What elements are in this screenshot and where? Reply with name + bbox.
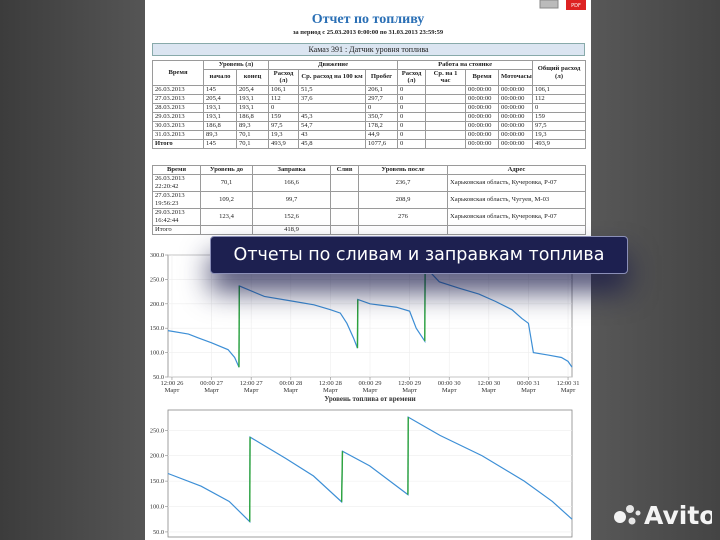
logo-dot bbox=[614, 511, 626, 523]
promo-banner: Отчеты по сливам и заправкам топлива bbox=[210, 236, 628, 274]
y-tick-label: 100.0 bbox=[150, 504, 164, 511]
x-tick-label: 12:00 29 Март bbox=[398, 380, 422, 394]
table-caption: Камаз 391 : Датчик уровня топлива bbox=[152, 43, 585, 56]
header-cell: Время bbox=[465, 68, 500, 86]
plot-area bbox=[167, 409, 573, 538]
table-cell: 493,9 bbox=[532, 138, 587, 149]
report-title: Отчет по топливу bbox=[311, 12, 425, 27]
toolbar: PDF bbox=[539, 0, 586, 10]
table-row: 26.03.2013 22:20:42 70,1 166,6 236,7 Харьков… bbox=[152, 173, 586, 192]
table-row: 30.03.2013 186,8 89,3 97,5 54,7 178,2 0 00:00:0… bbox=[152, 120, 587, 131]
header-cell: конец bbox=[236, 68, 269, 86]
report-period: за период с 25.03.2013 0:00:00 по 31.03.… bbox=[292, 29, 444, 36]
header-cell: Моточасы bbox=[498, 68, 534, 86]
table-row: 26.03.2013 145 205,4 106,1 51,5 206,1 0 00:00:0… bbox=[152, 84, 587, 95]
pdf-label: PDF bbox=[571, 3, 581, 9]
pdf-icon[interactable] bbox=[566, 0, 586, 10]
table-row: 27.03.2013 19:56:23 109,2 99,7 208,9 Харьков… bbox=[152, 190, 586, 209]
table-body: 26.03.2013 22:20:42 70,1 166,6 236,7 Харьков… bbox=[152, 173, 586, 235]
y-tick-label: 200.0 bbox=[150, 453, 164, 460]
table-cell bbox=[447, 224, 586, 235]
logo-dot bbox=[628, 517, 636, 525]
logo: Avito bbox=[614, 501, 712, 530]
logo-dot bbox=[635, 510, 641, 516]
table-cell: 1077,6 bbox=[364, 138, 399, 149]
x-tick-label: 12:00 28 Март bbox=[318, 380, 342, 394]
y-tick-label: 150.0 bbox=[150, 478, 164, 485]
y-tick-label: 50.0 bbox=[153, 374, 164, 381]
y-tick-label: 50.0 bbox=[153, 529, 164, 536]
series-line bbox=[167, 265, 573, 368]
logo-text: Avito bbox=[644, 501, 712, 530]
fuel-table: Время Уровень (л) Движение Работа на сто… bbox=[152, 60, 587, 149]
refill-table: Время Уровень до Заправка Слив Уровень после… bbox=[152, 165, 586, 235]
header-cell: Пробег bbox=[364, 68, 399, 86]
x-tick-label: 00:00 28 Март bbox=[279, 380, 303, 394]
x-tick-label: 00:00 31 Март bbox=[516, 380, 540, 394]
x-tick-label: 12:00 26 Март bbox=[160, 380, 184, 394]
y-tick-label: 300.0 bbox=[150, 252, 164, 259]
y-tick-label: 100.0 bbox=[150, 350, 164, 357]
header-cell: Расход (л) bbox=[397, 68, 427, 86]
chart-title: Уровень топлива от времени bbox=[324, 395, 415, 403]
header-cell: Ср. расход на 100 км bbox=[298, 68, 366, 86]
y-tick-label: 250.0 bbox=[150, 427, 164, 434]
x-tick-label: 00:00 29 Март bbox=[358, 380, 382, 394]
logo-dot bbox=[626, 505, 634, 513]
y-tick-label: 200.0 bbox=[150, 301, 164, 308]
x-tick-label: 12:00 31 Март bbox=[556, 380, 580, 394]
table-row: Итого 418,9 bbox=[152, 224, 586, 235]
y-tick-label: 250.0 bbox=[150, 276, 164, 283]
x-tick-label: 00:00 30 Март bbox=[437, 380, 461, 394]
refill-segment bbox=[340, 451, 344, 502]
x-tick-label: 12:00 30 Март bbox=[477, 380, 501, 394]
header-cell: Ср. на 1 час bbox=[425, 68, 467, 86]
header-row: начало конец Расход (л) Ср. расход на 10… bbox=[153, 68, 586, 86]
print-icon[interactable] bbox=[539, 0, 559, 9]
table-row: 29.03.2013 16:42:44 123,4 152,6 276 Харьковс… bbox=[152, 207, 586, 226]
x-tick-label: 12:00 27 Март bbox=[239, 380, 263, 394]
table-body: 26.03.2013 145 205,4 106,1 51,5 206,1 0 00:00:0… bbox=[152, 84, 587, 149]
y-tick-label: 150.0 bbox=[150, 325, 164, 332]
table-row: Итого 145 70,1 493,9 45,8 1077,6 0 00:00:00 00:0… bbox=[152, 138, 587, 149]
x-tick-label: 00:00 27 Март bbox=[200, 380, 224, 394]
